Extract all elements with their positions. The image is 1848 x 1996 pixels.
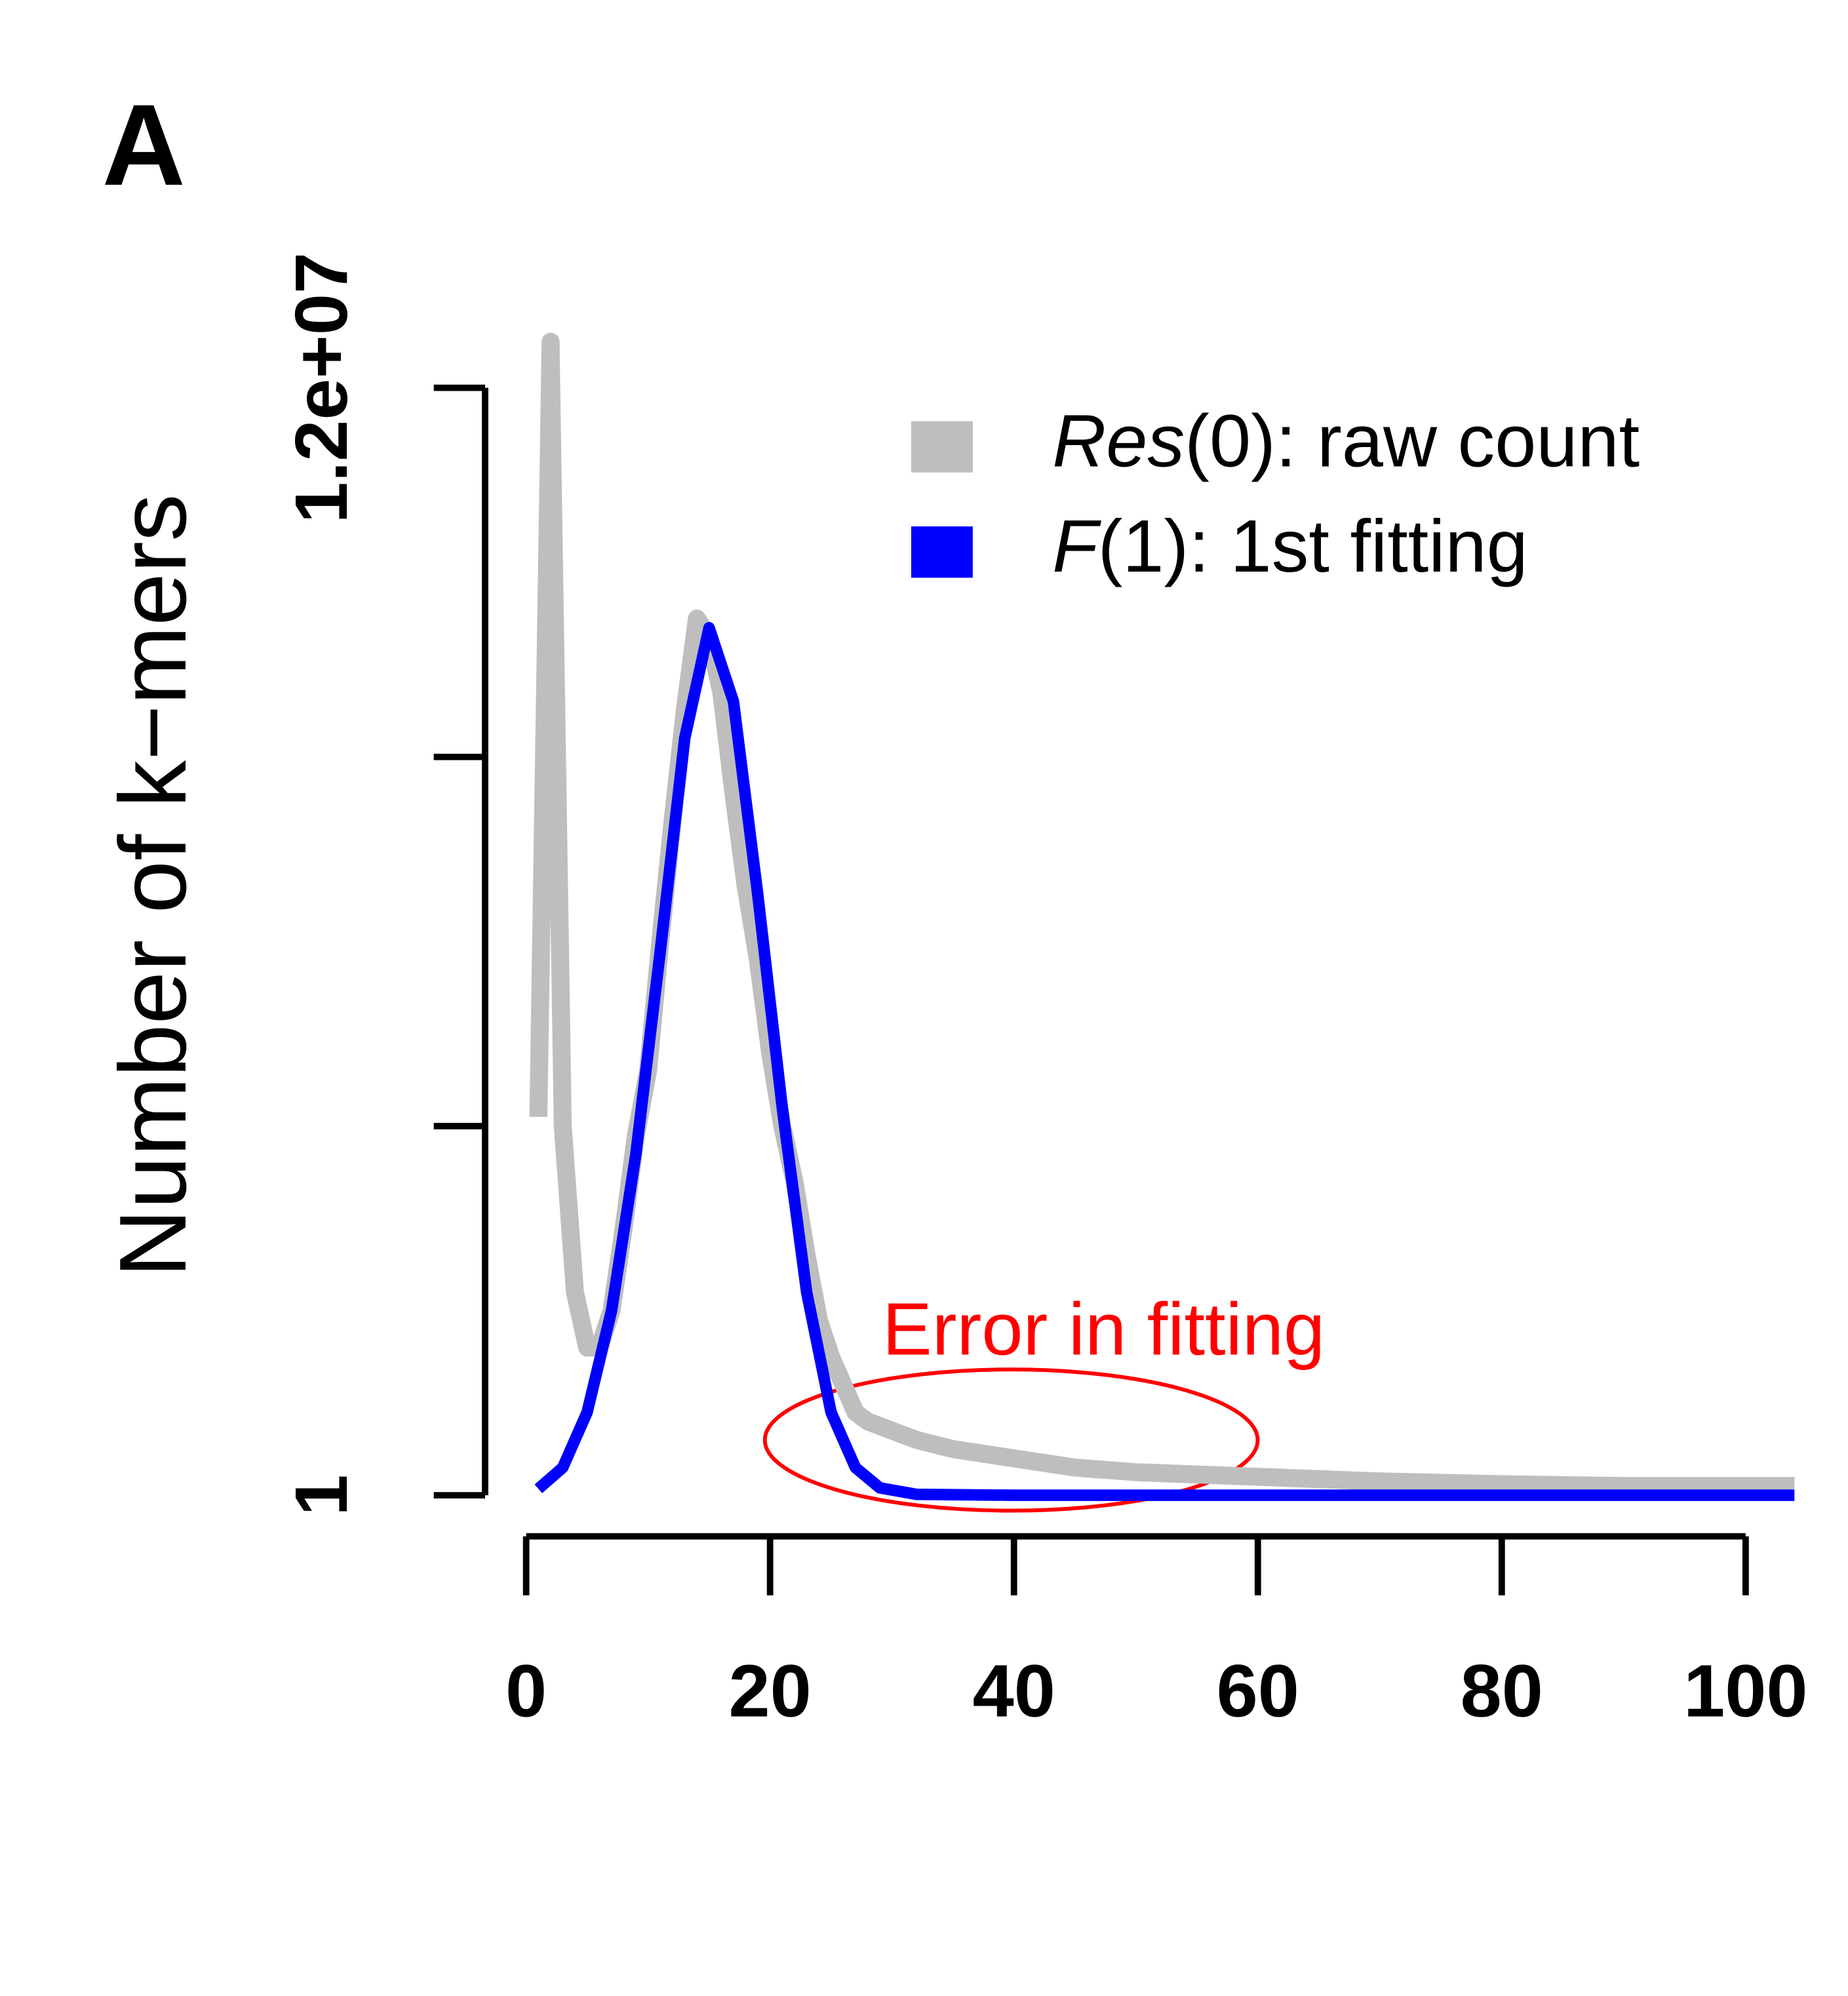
legend-swatch xyxy=(911,421,973,473)
y-tick-label: 1 xyxy=(280,1475,363,1516)
annotation-ellipse xyxy=(762,1367,1260,1513)
series-line xyxy=(534,621,1795,1501)
annotation: Error in fitting xyxy=(882,1287,1325,1371)
x-tick-label: 0 xyxy=(505,1649,547,1732)
x-tick-label: 20 xyxy=(729,1649,812,1732)
legend-label: F(1): 1st fitting xyxy=(1052,505,1528,588)
panel-label: A xyxy=(102,81,186,210)
x-tick-label: 80 xyxy=(1461,1649,1543,1732)
y-tick-label: 1.2e+07 xyxy=(280,252,363,524)
x-tick-label: 40 xyxy=(973,1649,1055,1732)
legend-label: Res(0): raw count xyxy=(1052,400,1640,483)
x-tick-label: 100 xyxy=(1683,1649,1807,1732)
y-axis-label: Number of k−mers xyxy=(100,494,206,1277)
x-tick-label: 60 xyxy=(1217,1649,1299,1732)
legend-swatch xyxy=(911,526,973,578)
